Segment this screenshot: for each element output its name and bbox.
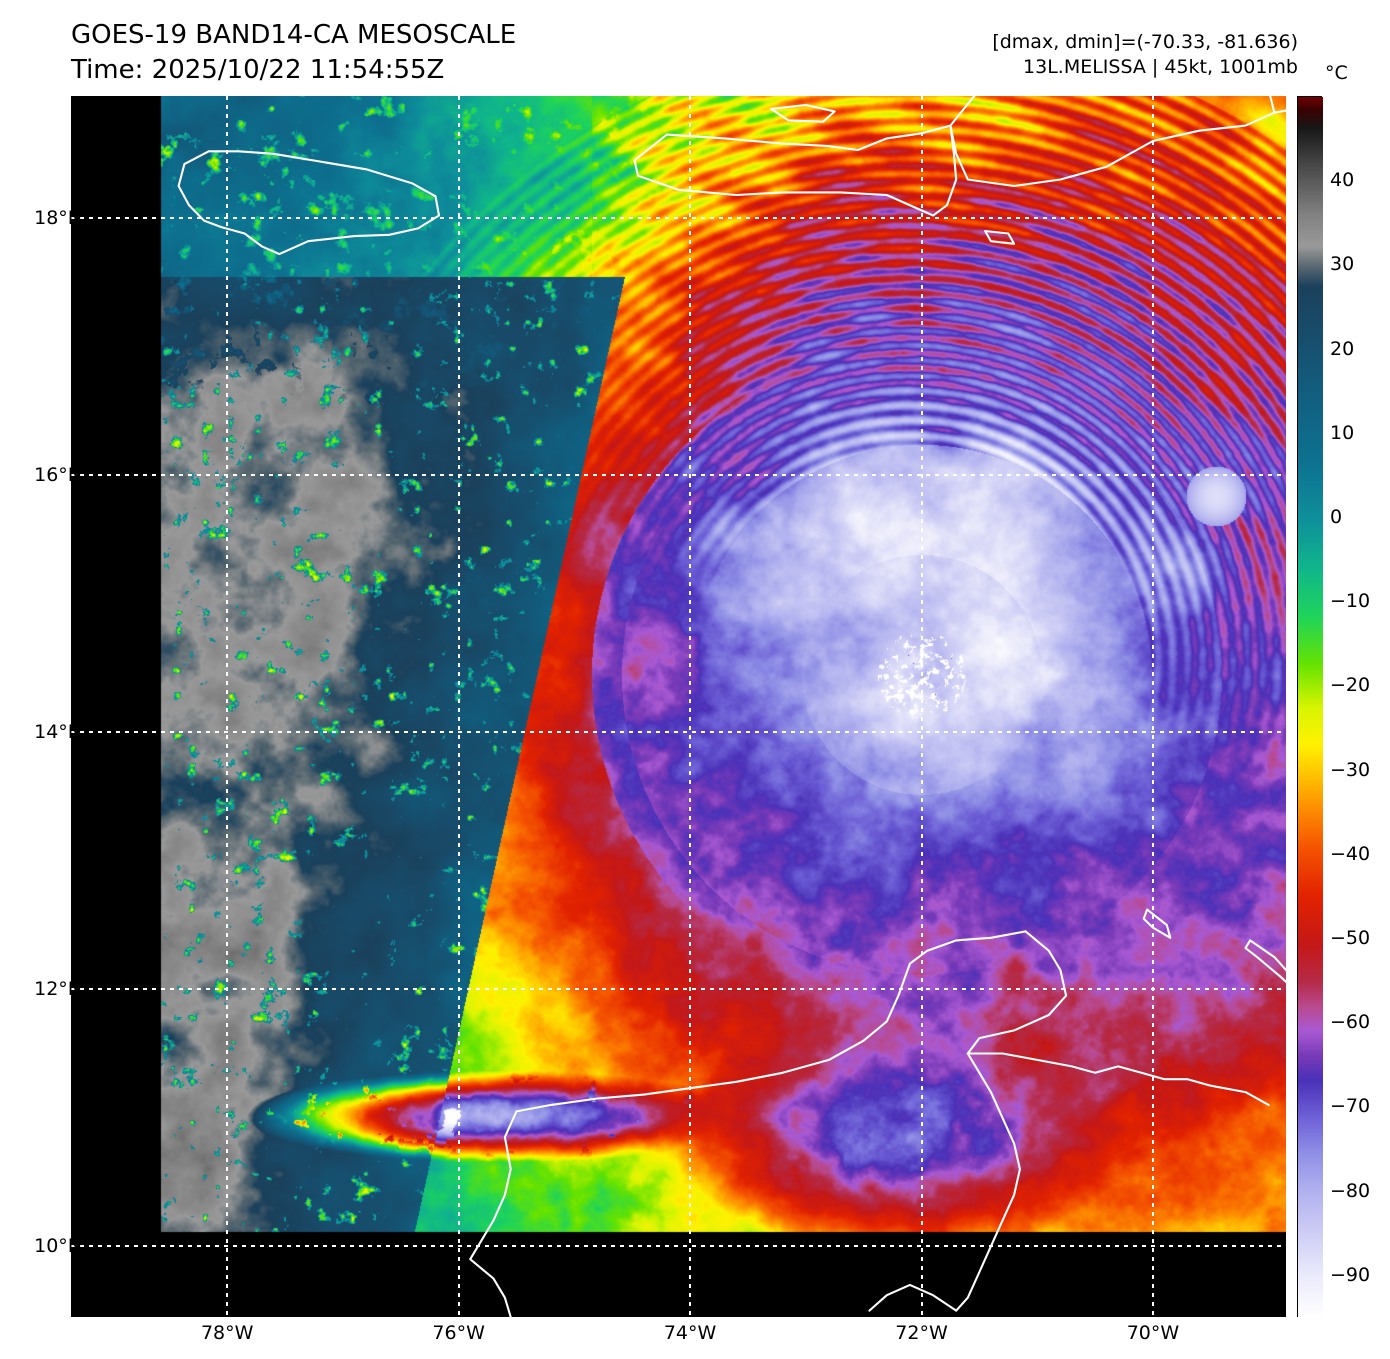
colorbar-tick-label: 20 — [1330, 337, 1355, 360]
colorbar-tick-label: 40 — [1330, 169, 1355, 192]
plot-inner — [71, 96, 1286, 1317]
satellite-infrared-raster — [71, 96, 1286, 1317]
lon-tick-label: 70°W — [1126, 1322, 1180, 1344]
lat-tick-label: 10°N — [34, 1235, 82, 1258]
lon-tick-label: 76°W — [432, 1322, 485, 1344]
lat-tick-label: 12°N — [34, 978, 82, 1001]
colorbar-gradient — [1298, 97, 1323, 1318]
colorbar-tick-label: −70 — [1330, 1095, 1371, 1118]
colorbar[interactable] — [1297, 96, 1323, 1318]
header-right-block: [dmax, dmin]=(-70.33, -81.636) 13L.MELIS… — [992, 30, 1298, 80]
lat-tick-label: 16°N — [34, 464, 82, 487]
colorbar-tick-label: 0 — [1330, 506, 1343, 529]
colorbar-unit-label: °C — [1325, 62, 1348, 84]
lon-tick-label: 72°W — [895, 1322, 948, 1344]
data-minmax-label: [dmax, dmin]=(-70.33, -81.636) — [992, 31, 1298, 53]
lon-tick-label: 78°W — [200, 1322, 254, 1344]
colorbar-tick-label: −50 — [1330, 927, 1371, 950]
satellite-image-plot[interactable]: Copyright © 2020-2025 Dapiya — [71, 96, 1286, 1317]
header-left-block: GOES-19 BAND14-CA MESOSCALE Time: 2025/1… — [71, 18, 516, 88]
colorbar-tick-label: 30 — [1330, 253, 1355, 276]
colorbar-tick-label: −10 — [1330, 590, 1371, 613]
lon-tick-label: 74°W — [663, 1322, 717, 1344]
page-title: GOES-19 BAND14-CA MESOSCALE — [71, 20, 517, 50]
storm-info-label: 13L.MELISSA | 45kt, 1001mb — [1023, 56, 1298, 79]
lat-tick-label: 18°N — [34, 207, 82, 230]
colorbar-tick-label: −20 — [1330, 674, 1371, 697]
colorbar-tick-label: −40 — [1330, 842, 1371, 865]
timestamp-label: Time: 2025/10/22 11:54:55Z — [71, 54, 445, 85]
colorbar-tick-label: −30 — [1330, 758, 1371, 781]
lat-tick-label: 14°N — [34, 721, 82, 744]
colorbar-tick-label: −90 — [1330, 1263, 1371, 1286]
colorbar-tick-label: 10 — [1330, 421, 1355, 444]
colorbar-tick-label: −80 — [1330, 1179, 1371, 1202]
colorbar-tick-label: −60 — [1330, 1011, 1371, 1034]
